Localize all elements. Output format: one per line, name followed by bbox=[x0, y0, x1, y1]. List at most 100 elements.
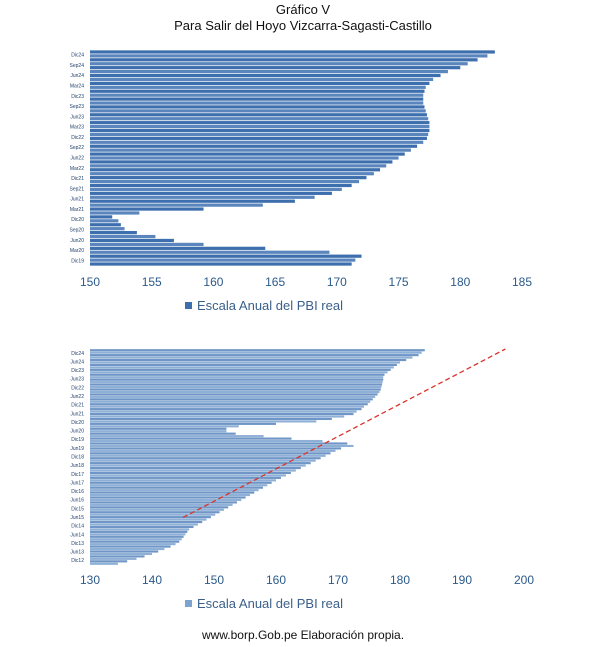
bar bbox=[90, 543, 176, 546]
bar bbox=[90, 148, 411, 152]
bar bbox=[90, 58, 478, 62]
bar bbox=[90, 422, 276, 425]
bar bbox=[90, 242, 204, 247]
bar bbox=[90, 439, 323, 443]
bar bbox=[90, 62, 468, 66]
category-label: Jun15 bbox=[70, 515, 84, 521]
category-label: Jun20 bbox=[70, 429, 84, 435]
category-label: Sep21 bbox=[70, 186, 85, 192]
bar bbox=[90, 471, 291, 475]
bar bbox=[90, 520, 203, 524]
category-label: Jun19 bbox=[70, 446, 84, 452]
x-tick-label: 175 bbox=[389, 275, 409, 289]
bar bbox=[90, 152, 405, 156]
category-label: Dic22 bbox=[71, 135, 84, 141]
bar bbox=[90, 383, 383, 386]
bar bbox=[90, 117, 429, 121]
bar bbox=[90, 535, 184, 538]
bar bbox=[90, 73, 441, 78]
bar bbox=[90, 533, 186, 536]
bar bbox=[90, 545, 171, 548]
bar bbox=[90, 136, 427, 140]
bar bbox=[90, 403, 368, 406]
x-tick-label: 160 bbox=[203, 275, 223, 289]
bar bbox=[90, 258, 356, 262]
category-label: Sep24 bbox=[70, 63, 85, 69]
category-label: Dic22 bbox=[71, 385, 84, 391]
bar bbox=[90, 109, 426, 113]
x-tick-label: 180 bbox=[390, 573, 410, 587]
bar bbox=[90, 93, 424, 97]
category-label: Dic16 bbox=[71, 489, 84, 495]
category-label: Dic21 bbox=[71, 403, 84, 409]
bar bbox=[90, 140, 424, 144]
category-label: Mar20 bbox=[70, 248, 84, 254]
bar bbox=[90, 476, 281, 479]
bar bbox=[90, 215, 113, 219]
legend-swatch bbox=[185, 302, 192, 309]
bar bbox=[90, 420, 317, 423]
x-tick-label: 185 bbox=[512, 275, 532, 289]
bar bbox=[90, 493, 250, 497]
legend-label: Escala Anual del PBI real bbox=[197, 298, 343, 313]
bar bbox=[90, 557, 137, 560]
bar bbox=[90, 183, 352, 188]
category-label: Dic23 bbox=[71, 94, 84, 100]
bar bbox=[90, 550, 159, 553]
category-label: Jun17 bbox=[70, 480, 84, 486]
bar bbox=[90, 187, 342, 192]
bar bbox=[90, 388, 381, 391]
bar bbox=[90, 366, 394, 369]
bar bbox=[90, 489, 259, 492]
x-tick-label: 150 bbox=[80, 275, 100, 289]
bar bbox=[90, 168, 381, 172]
bar bbox=[90, 231, 137, 235]
bar bbox=[90, 508, 224, 511]
bar bbox=[90, 113, 427, 117]
category-label: Mar24 bbox=[70, 84, 84, 90]
bar bbox=[90, 378, 384, 381]
category-label: Dic24 bbox=[71, 53, 84, 59]
bar bbox=[90, 160, 393, 164]
bar bbox=[90, 511, 220, 514]
bar bbox=[90, 503, 233, 506]
bar bbox=[90, 121, 430, 125]
x-tick-label: 150 bbox=[204, 573, 224, 587]
bar bbox=[90, 555, 145, 558]
category-label: Dic19 bbox=[71, 437, 84, 443]
x-tick-label: 155 bbox=[142, 275, 162, 289]
bar bbox=[90, 156, 399, 160]
x-tick-label: 140 bbox=[142, 573, 162, 587]
bar bbox=[90, 66, 461, 70]
bar bbox=[90, 179, 360, 184]
bar bbox=[90, 199, 295, 203]
x-tick-label: 165 bbox=[265, 275, 285, 289]
bar bbox=[90, 528, 190, 531]
bar bbox=[90, 432, 236, 435]
bar bbox=[90, 354, 419, 357]
bar bbox=[90, 459, 316, 462]
bar bbox=[90, 506, 229, 509]
bar bbox=[90, 376, 384, 379]
bar bbox=[90, 400, 371, 403]
chart-bottom: Dic24 Jun24 Dic23 Jun23 Dic22 Jun22 Dic21 Jun21… bbox=[70, 348, 534, 611]
category-label: Jun13 bbox=[70, 550, 84, 556]
category-label: Jun22 bbox=[70, 156, 84, 162]
bar bbox=[90, 525, 194, 529]
bar bbox=[90, 398, 373, 401]
bar bbox=[90, 385, 382, 389]
bar bbox=[90, 518, 207, 521]
category-label: Jun21 bbox=[70, 197, 84, 203]
bar bbox=[90, 457, 321, 460]
bar bbox=[90, 393, 378, 396]
bar bbox=[90, 124, 430, 129]
category-label: Jun24 bbox=[70, 73, 84, 79]
bar bbox=[90, 530, 188, 533]
category-label: Jun21 bbox=[70, 411, 84, 417]
bar bbox=[90, 85, 426, 89]
bar bbox=[90, 464, 306, 467]
source-note: www.borp.Gob.pe Elaboración propia. bbox=[201, 628, 405, 642]
bar bbox=[90, 77, 434, 82]
bar bbox=[90, 89, 425, 93]
x-tick-label: 130 bbox=[80, 573, 100, 587]
